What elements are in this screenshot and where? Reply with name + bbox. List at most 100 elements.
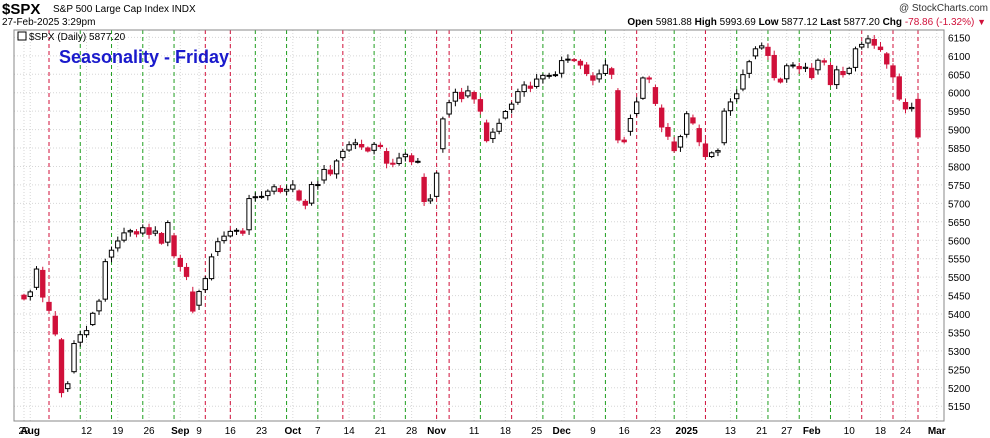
x-tick-label: 16 [619,426,631,437]
candle-body [658,107,665,128]
x-tick-label: 29 [18,426,30,437]
x-tick-label: 9 [590,426,596,437]
y-tick-label: 6150 [948,33,971,44]
x-tick-label: 25 [531,426,543,437]
y-tick-label: 5750 [948,181,971,192]
candle-body [121,232,127,241]
candle-body [146,227,152,235]
candle-body [77,334,83,343]
x-tick-label: 18 [875,426,887,437]
chart-annotation: Seasonality - Friday [59,47,229,67]
friday-markers [48,30,919,421]
candle-body [283,188,290,192]
x-tick-label: 11 [469,426,480,437]
candle-body [740,74,746,90]
candle-body [233,229,240,232]
candle-body [552,74,559,77]
x-tick-label: 14 [344,426,356,437]
candle-body [315,184,321,187]
candle-body [821,60,827,63]
y-tick-label: 6050 [948,70,971,81]
candle-body [158,232,165,244]
x-tick-label: 16 [225,426,237,437]
candle-body [127,230,133,233]
candle-body [577,60,584,66]
y-tick-label: 5250 [948,365,971,376]
x-tick-label: 21 [375,426,387,437]
candle-body [221,235,227,242]
candle-body [702,143,709,158]
candle-body [846,67,852,74]
candle-body [715,150,721,153]
candle-body [558,60,565,74]
candle-body [796,66,802,70]
candle-body [533,78,540,87]
candle-body [815,59,821,71]
candle-body [877,46,884,51]
candle-body [709,152,715,158]
candle-body [333,160,340,175]
candle-body [365,147,371,152]
symbol-label: $SPX [2,1,41,18]
candle-body [152,230,158,234]
candle-body [696,128,702,143]
low-value: 5877.12 [781,17,818,28]
candle-body [52,315,58,335]
candle-body [852,48,859,68]
candle-body [834,69,840,86]
candle-body [352,142,359,146]
y-tick-label: 5550 [948,255,971,266]
candle-body [71,343,77,373]
candle-body [140,227,146,234]
candle-body [871,38,877,46]
y-tick-label: 5150 [948,402,971,413]
candle-body [565,58,571,61]
x-tick-label: 7 [315,426,321,437]
candle-body [652,87,659,104]
candle-body [446,102,452,115]
candle-body [327,169,334,175]
y-tick-label: 5900 [948,126,971,137]
candle-body [390,162,396,165]
candle-body [396,157,402,165]
candle-body [859,43,865,48]
candles [21,35,921,398]
candle-body [727,101,734,112]
candle-body [133,231,140,235]
candle-body [190,291,196,312]
candle-body [683,113,690,135]
candle-body [759,45,765,49]
candle-body [277,187,284,193]
x-tick-label: 23 [256,426,268,437]
y-tick-label: 5950 [948,107,971,118]
y-tick-label: 5400 [948,310,971,321]
candle-body [583,64,590,75]
chg-value: -78.86 (-1.32%) [904,17,975,28]
candle-body [765,46,771,56]
candle-body [208,256,215,280]
candle-body [215,241,221,253]
candle-body [340,150,346,159]
candle-body [608,68,615,75]
y-tick-label: 5850 [948,144,971,155]
candle-body [196,291,202,306]
last-value: 5877.20 [843,17,880,28]
open-value: 5981.88 [655,17,692,28]
candle-body [909,106,915,110]
legend-text: $SPX (Daily) 5877.20 [29,32,126,43]
candle-body [183,266,190,277]
candle-body [471,91,477,100]
candle-body [308,184,315,204]
candle-body [458,91,465,100]
candle-body [502,111,509,119]
candle-body [358,143,365,148]
candle-body [508,103,515,110]
y-axis: 5150 5200 5250 5300 5350 5400 5450 5500 5550 5600… [948,33,971,413]
stockcharts-logo[interactable]: @ StockCharts.com [898,3,988,14]
candle-body [290,184,296,190]
candle-body [827,64,834,86]
candle-body [671,141,677,152]
candle-body [383,151,390,164]
